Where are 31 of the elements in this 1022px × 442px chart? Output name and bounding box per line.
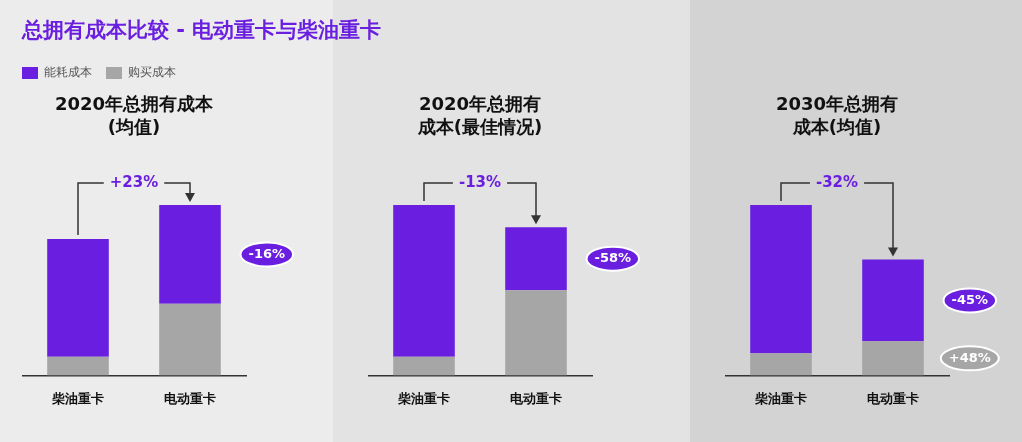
bar <box>505 227 567 291</box>
chart-title: 总拥有成本比较 - 电动重卡与柴油重卡 <box>22 17 382 44</box>
text: +23% <box>109 172 159 191</box>
chart-subtitle: 2020年总拥有成本(均值) <box>53 92 215 138</box>
bar <box>750 353 812 376</box>
bar <box>159 303 221 376</box>
bar <box>393 205 455 357</box>
text: -58% <box>594 250 632 266</box>
bar <box>750 205 812 354</box>
x-tick-label: 柴油重卡 <box>397 390 450 406</box>
legend-label: 购买成本 <box>128 64 176 81</box>
text: -13% <box>458 172 502 191</box>
bar <box>505 290 567 376</box>
bar <box>862 341 924 376</box>
text: -16% <box>248 245 286 261</box>
annotation: +48% <box>948 349 991 365</box>
text: -45% <box>951 291 989 307</box>
x-tick-label: 柴油重卡 <box>51 390 104 406</box>
bar <box>159 205 221 304</box>
x-tick-label: 电动重卡 <box>867 390 919 406</box>
text: -32% <box>815 172 859 191</box>
x-tick-label: 柴油重卡 <box>754 390 807 406</box>
chart-subtitle: 2030年总拥有成本(均值) <box>774 92 900 138</box>
legend-label: 能耗成本 <box>44 64 92 81</box>
bar <box>47 239 109 357</box>
bar <box>393 356 455 376</box>
chart-subtitle: 2020年总拥有成本(最佳情况) <box>416 92 544 138</box>
bar <box>862 259 924 342</box>
bar <box>47 356 109 376</box>
x-tick-label: 电动重卡 <box>164 390 216 406</box>
x-tick-label: 电动重卡 <box>510 390 562 406</box>
